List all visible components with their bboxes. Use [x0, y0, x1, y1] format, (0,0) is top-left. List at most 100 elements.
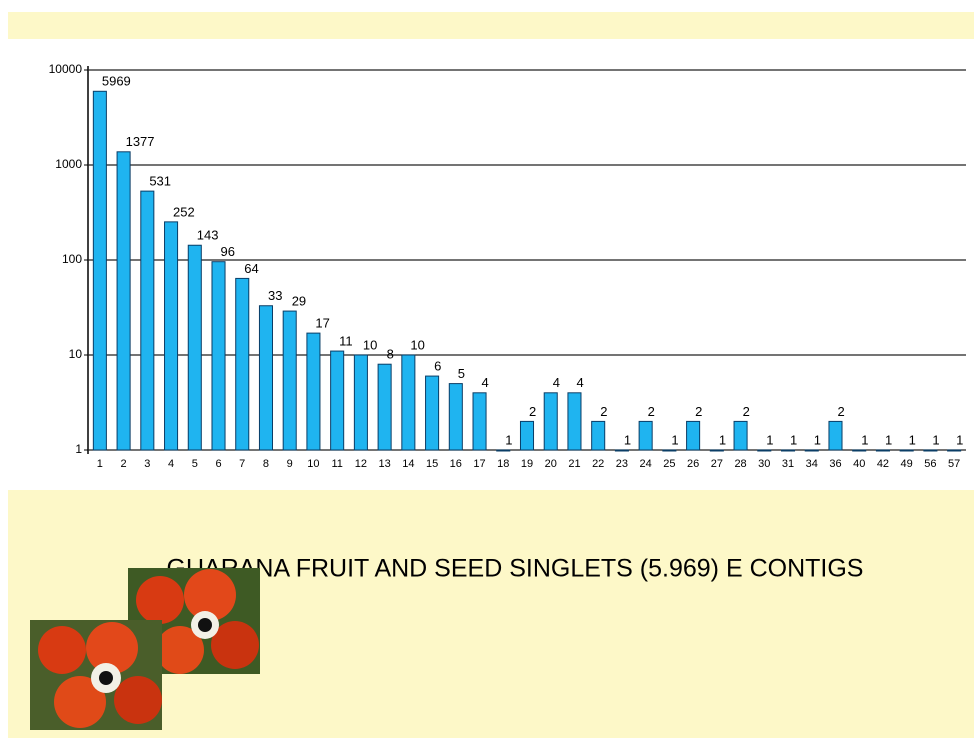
bar: [425, 375, 440, 451]
x-tick-label: 49: [901, 458, 913, 470]
y-tick-label: 1: [75, 442, 82, 456]
x-tick-label: 19: [521, 458, 533, 470]
value-label: 531: [149, 174, 171, 189]
x-tick-label: 21: [568, 458, 580, 470]
y-tick-label: 10000: [49, 62, 83, 76]
value-label: 4: [576, 375, 583, 390]
bar: [567, 392, 582, 451]
value-label: 1377: [126, 134, 155, 149]
x-tick-label: 4: [168, 458, 174, 470]
bar: [448, 383, 463, 451]
bar: [947, 449, 962, 452]
x-tick-label: 24: [640, 458, 652, 470]
value-label: 96: [221, 244, 235, 259]
value-label: 2: [695, 404, 702, 419]
bar: [164, 221, 179, 451]
bar: [733, 420, 748, 451]
value-label: 29: [292, 294, 306, 309]
bar: [804, 449, 819, 452]
value-label: 2: [529, 404, 536, 419]
x-tick-label: 56: [924, 458, 936, 470]
bar: [899, 449, 914, 452]
bar: [757, 449, 772, 452]
value-label: 1: [814, 432, 821, 447]
value-label: 1: [671, 432, 678, 447]
bar: [543, 392, 558, 451]
bar: [140, 190, 155, 451]
bar: [662, 449, 677, 452]
bar: [211, 261, 226, 451]
value-label: 1: [861, 432, 868, 447]
x-tick-label: 30: [758, 458, 770, 470]
x-tick-label: 28: [734, 458, 746, 470]
bar: [377, 363, 392, 451]
x-tick-label: 42: [877, 458, 889, 470]
bar: [306, 332, 321, 451]
x-tick-label: 16: [450, 458, 462, 470]
x-tick-label: 12: [355, 458, 367, 470]
x-tick-label: 57: [948, 458, 960, 470]
value-label: 4: [482, 375, 489, 390]
bar: [235, 277, 250, 451]
x-tick-label: 40: [853, 458, 865, 470]
value-label: 1: [932, 432, 939, 447]
x-tick-label: 22: [592, 458, 604, 470]
y-tick-label: 10: [69, 347, 83, 361]
bar: [828, 420, 843, 451]
bar: [92, 90, 107, 451]
value-label: 64: [244, 261, 258, 276]
bar: [519, 420, 535, 451]
x-tick-label: 34: [806, 458, 818, 470]
value-label: 1: [790, 432, 797, 447]
bar: [709, 449, 724, 452]
value-label: 2: [837, 404, 844, 419]
value-label: 10: [363, 337, 377, 352]
bar: [923, 449, 938, 452]
bar: [282, 310, 297, 451]
bar: [686, 420, 701, 451]
value-label: 2: [743, 404, 750, 419]
x-tick-label: 23: [616, 458, 628, 470]
value-label: 5969: [102, 74, 131, 89]
x-tick-label: 26: [687, 458, 699, 470]
bar: [116, 151, 131, 451]
y-tick-label: 1000: [55, 157, 82, 171]
value-label: 8: [387, 347, 394, 362]
value-label: 2: [648, 404, 655, 419]
x-tick-label: 31: [782, 458, 794, 470]
bar: [852, 449, 867, 452]
top-band: [8, 12, 974, 39]
bar: [614, 449, 629, 452]
bar: [472, 392, 487, 451]
bar: [187, 244, 202, 451]
bar: [875, 449, 890, 452]
value-label: 2: [600, 404, 607, 419]
x-tick-label: 10: [307, 458, 319, 470]
value-label: 252: [173, 204, 195, 219]
x-tick-label: 11: [331, 458, 342, 470]
value-label: 33: [268, 288, 282, 303]
x-tick-label: 2: [121, 458, 127, 470]
x-tick-label: 36: [829, 458, 841, 470]
value-label: 17: [315, 316, 329, 331]
value-label: 1: [956, 432, 963, 447]
x-tick-label: 8: [263, 458, 269, 470]
x-tick-label: 15: [426, 458, 438, 470]
x-tick-label: 1: [97, 458, 103, 470]
value-label: 6: [434, 359, 441, 374]
value-label: 4: [553, 375, 560, 390]
x-tick-label: 3: [144, 458, 150, 470]
fruit-photo-front: [30, 620, 162, 730]
value-label: 1: [885, 432, 892, 447]
value-label: 1: [766, 432, 773, 447]
bar: [330, 350, 345, 451]
y-tick-label: 100: [62, 252, 82, 266]
value-label: 1: [505, 432, 512, 447]
chart-title: GUARANA FRUIT AND SEED SINGLETS (5.969) …: [167, 555, 864, 583]
x-tick-label: 20: [545, 458, 557, 470]
bar: [353, 354, 368, 451]
value-label: 1: [719, 432, 726, 447]
x-tick-label: 17: [473, 458, 485, 470]
x-tick-label: 7: [239, 458, 245, 470]
